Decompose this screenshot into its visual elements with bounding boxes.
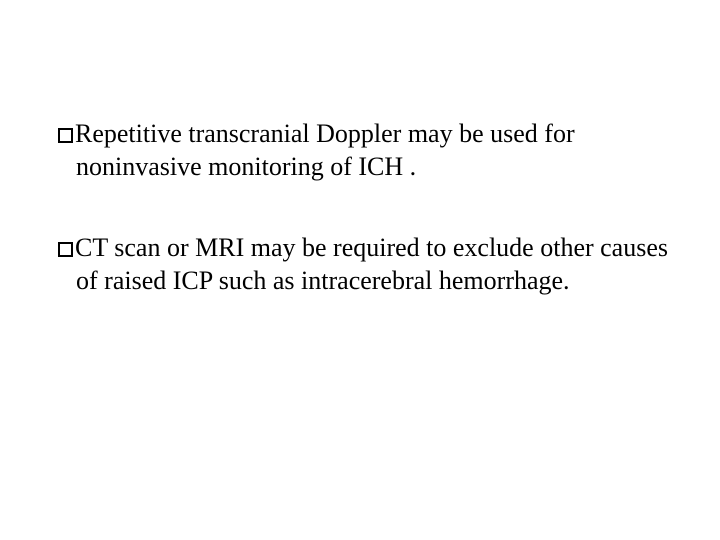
bullet-text-line: Repetitive transcranial Doppler may be u… [58, 118, 668, 183]
square-bullet-icon [58, 128, 73, 143]
bullet-text: CT scan or MRI may be required to exclud… [75, 233, 668, 295]
bullet-item: Repetitive transcranial Doppler may be u… [58, 118, 668, 183]
bullet-text-line: CT scan or MRI may be required to exclud… [58, 232, 668, 297]
bullet-text: Repetitive transcranial Doppler may be u… [75, 119, 575, 181]
square-bullet-icon [58, 242, 73, 257]
bullet-item: CT scan or MRI may be required to exclud… [58, 232, 668, 297]
slide: Repetitive transcranial Doppler may be u… [0, 0, 720, 540]
